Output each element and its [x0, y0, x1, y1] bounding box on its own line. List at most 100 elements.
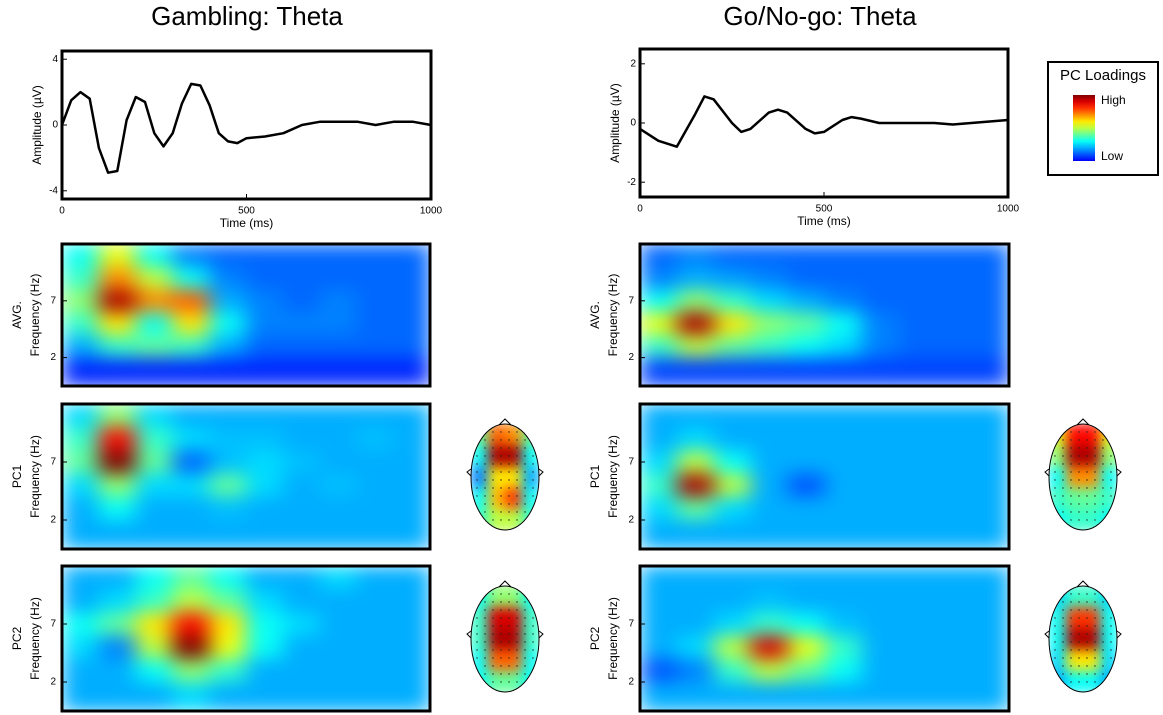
electrode [1078, 609, 1080, 611]
heatmap-cell [640, 427, 678, 451]
electrode [1054, 617, 1056, 619]
electrode [1102, 641, 1104, 643]
heatmap-cell [246, 612, 284, 637]
heatmap-cell [750, 496, 789, 521]
electrode [1086, 495, 1088, 497]
topomap-cell [505, 487, 523, 510]
heatmap-cell [246, 635, 284, 660]
electrode [1086, 633, 1088, 635]
heatmap-cell [246, 266, 284, 290]
topomap-cell [1100, 466, 1117, 489]
electrode [1094, 617, 1096, 619]
electrode [1078, 479, 1080, 481]
electrode [524, 625, 526, 627]
heatmap-cell [861, 244, 899, 268]
heatmap-cell [935, 357, 973, 386]
heatmap-cell [861, 404, 899, 428]
electrode [500, 625, 502, 627]
heatmap-cell [356, 635, 394, 660]
electrode [484, 471, 486, 473]
x-tick-label: 0 [637, 204, 643, 215]
electrode [1070, 609, 1072, 611]
electrode [1078, 593, 1080, 595]
electrode [1062, 447, 1064, 449]
heatmap-cell [676, 566, 715, 590]
topomap-cell [505, 586, 523, 608]
electrode [1086, 471, 1088, 473]
electrode [1094, 447, 1096, 449]
electrode [508, 519, 510, 521]
heatmap-cell [713, 589, 752, 613]
electrode [1070, 511, 1072, 513]
heatmap-cell [393, 520, 430, 549]
topomap-cell [1083, 424, 1101, 446]
heatmap-cell [135, 312, 173, 336]
heatmap-area [640, 566, 1009, 711]
heatmap-cell [393, 334, 430, 359]
electrode [532, 625, 534, 627]
electrode [1062, 455, 1064, 457]
electrode [476, 649, 478, 651]
topomap-cell [505, 670, 523, 692]
electrode [484, 447, 486, 449]
electrode [1078, 673, 1080, 675]
y-tick-label: 2 [50, 352, 56, 363]
electrode [1086, 447, 1088, 449]
heatmap-cell [935, 520, 973, 549]
heatmap-cell [246, 334, 284, 359]
electrode [1102, 657, 1104, 659]
row-label: PC2 [10, 627, 24, 651]
heatmap-cell [787, 427, 825, 451]
heatmap-cell [640, 357, 678, 386]
electrode [1094, 657, 1096, 659]
heatmap-cell [172, 450, 210, 475]
heatmap-cell [713, 658, 752, 683]
heatmap-cell [209, 520, 247, 549]
heatmap-cell [98, 682, 137, 711]
heatmap-cell [319, 427, 357, 451]
heatmap-cell [898, 266, 936, 290]
electrode [1078, 625, 1080, 627]
heatmap-cell [209, 404, 247, 428]
electrode [500, 609, 502, 611]
heatmap-cell [172, 589, 210, 613]
heatmap-cell [676, 404, 715, 428]
electrode [1070, 519, 1072, 521]
electrode [516, 495, 518, 497]
electrode [508, 601, 510, 603]
electrode [516, 593, 518, 595]
heatmap-cell [393, 658, 430, 683]
electrode [1070, 617, 1072, 619]
heatmap-cell [861, 357, 899, 386]
electrode [484, 495, 486, 497]
heatmap-cell [282, 427, 321, 451]
heatmap-cell [393, 473, 430, 498]
heatmap-cell [972, 612, 1009, 637]
electrode [1094, 471, 1096, 473]
electrode [492, 503, 494, 505]
electrode [1062, 439, 1064, 441]
legend-box [1047, 61, 1159, 176]
electrode [1102, 617, 1104, 619]
electrode [484, 487, 486, 489]
topomap-cell [1066, 628, 1084, 651]
heatmap-cell [898, 520, 936, 549]
head-outline [470, 585, 540, 693]
heatmap-cell [898, 496, 936, 521]
electrode [1078, 633, 1080, 635]
electrode [1062, 601, 1064, 603]
electrode [492, 519, 494, 521]
electrode [492, 673, 494, 675]
topomap-cell [488, 670, 506, 692]
electrode [484, 503, 486, 505]
heatmap-cell [356, 473, 394, 498]
heatmap-cell [135, 404, 173, 428]
electrode [1054, 657, 1056, 659]
heatmap-cell [319, 357, 357, 386]
electrode [508, 487, 510, 489]
topomap-cell [505, 466, 523, 489]
heatmap-cell [750, 658, 789, 683]
heatmap-cell [787, 289, 825, 313]
heatmap-cell [935, 244, 973, 268]
electrode [492, 625, 494, 627]
